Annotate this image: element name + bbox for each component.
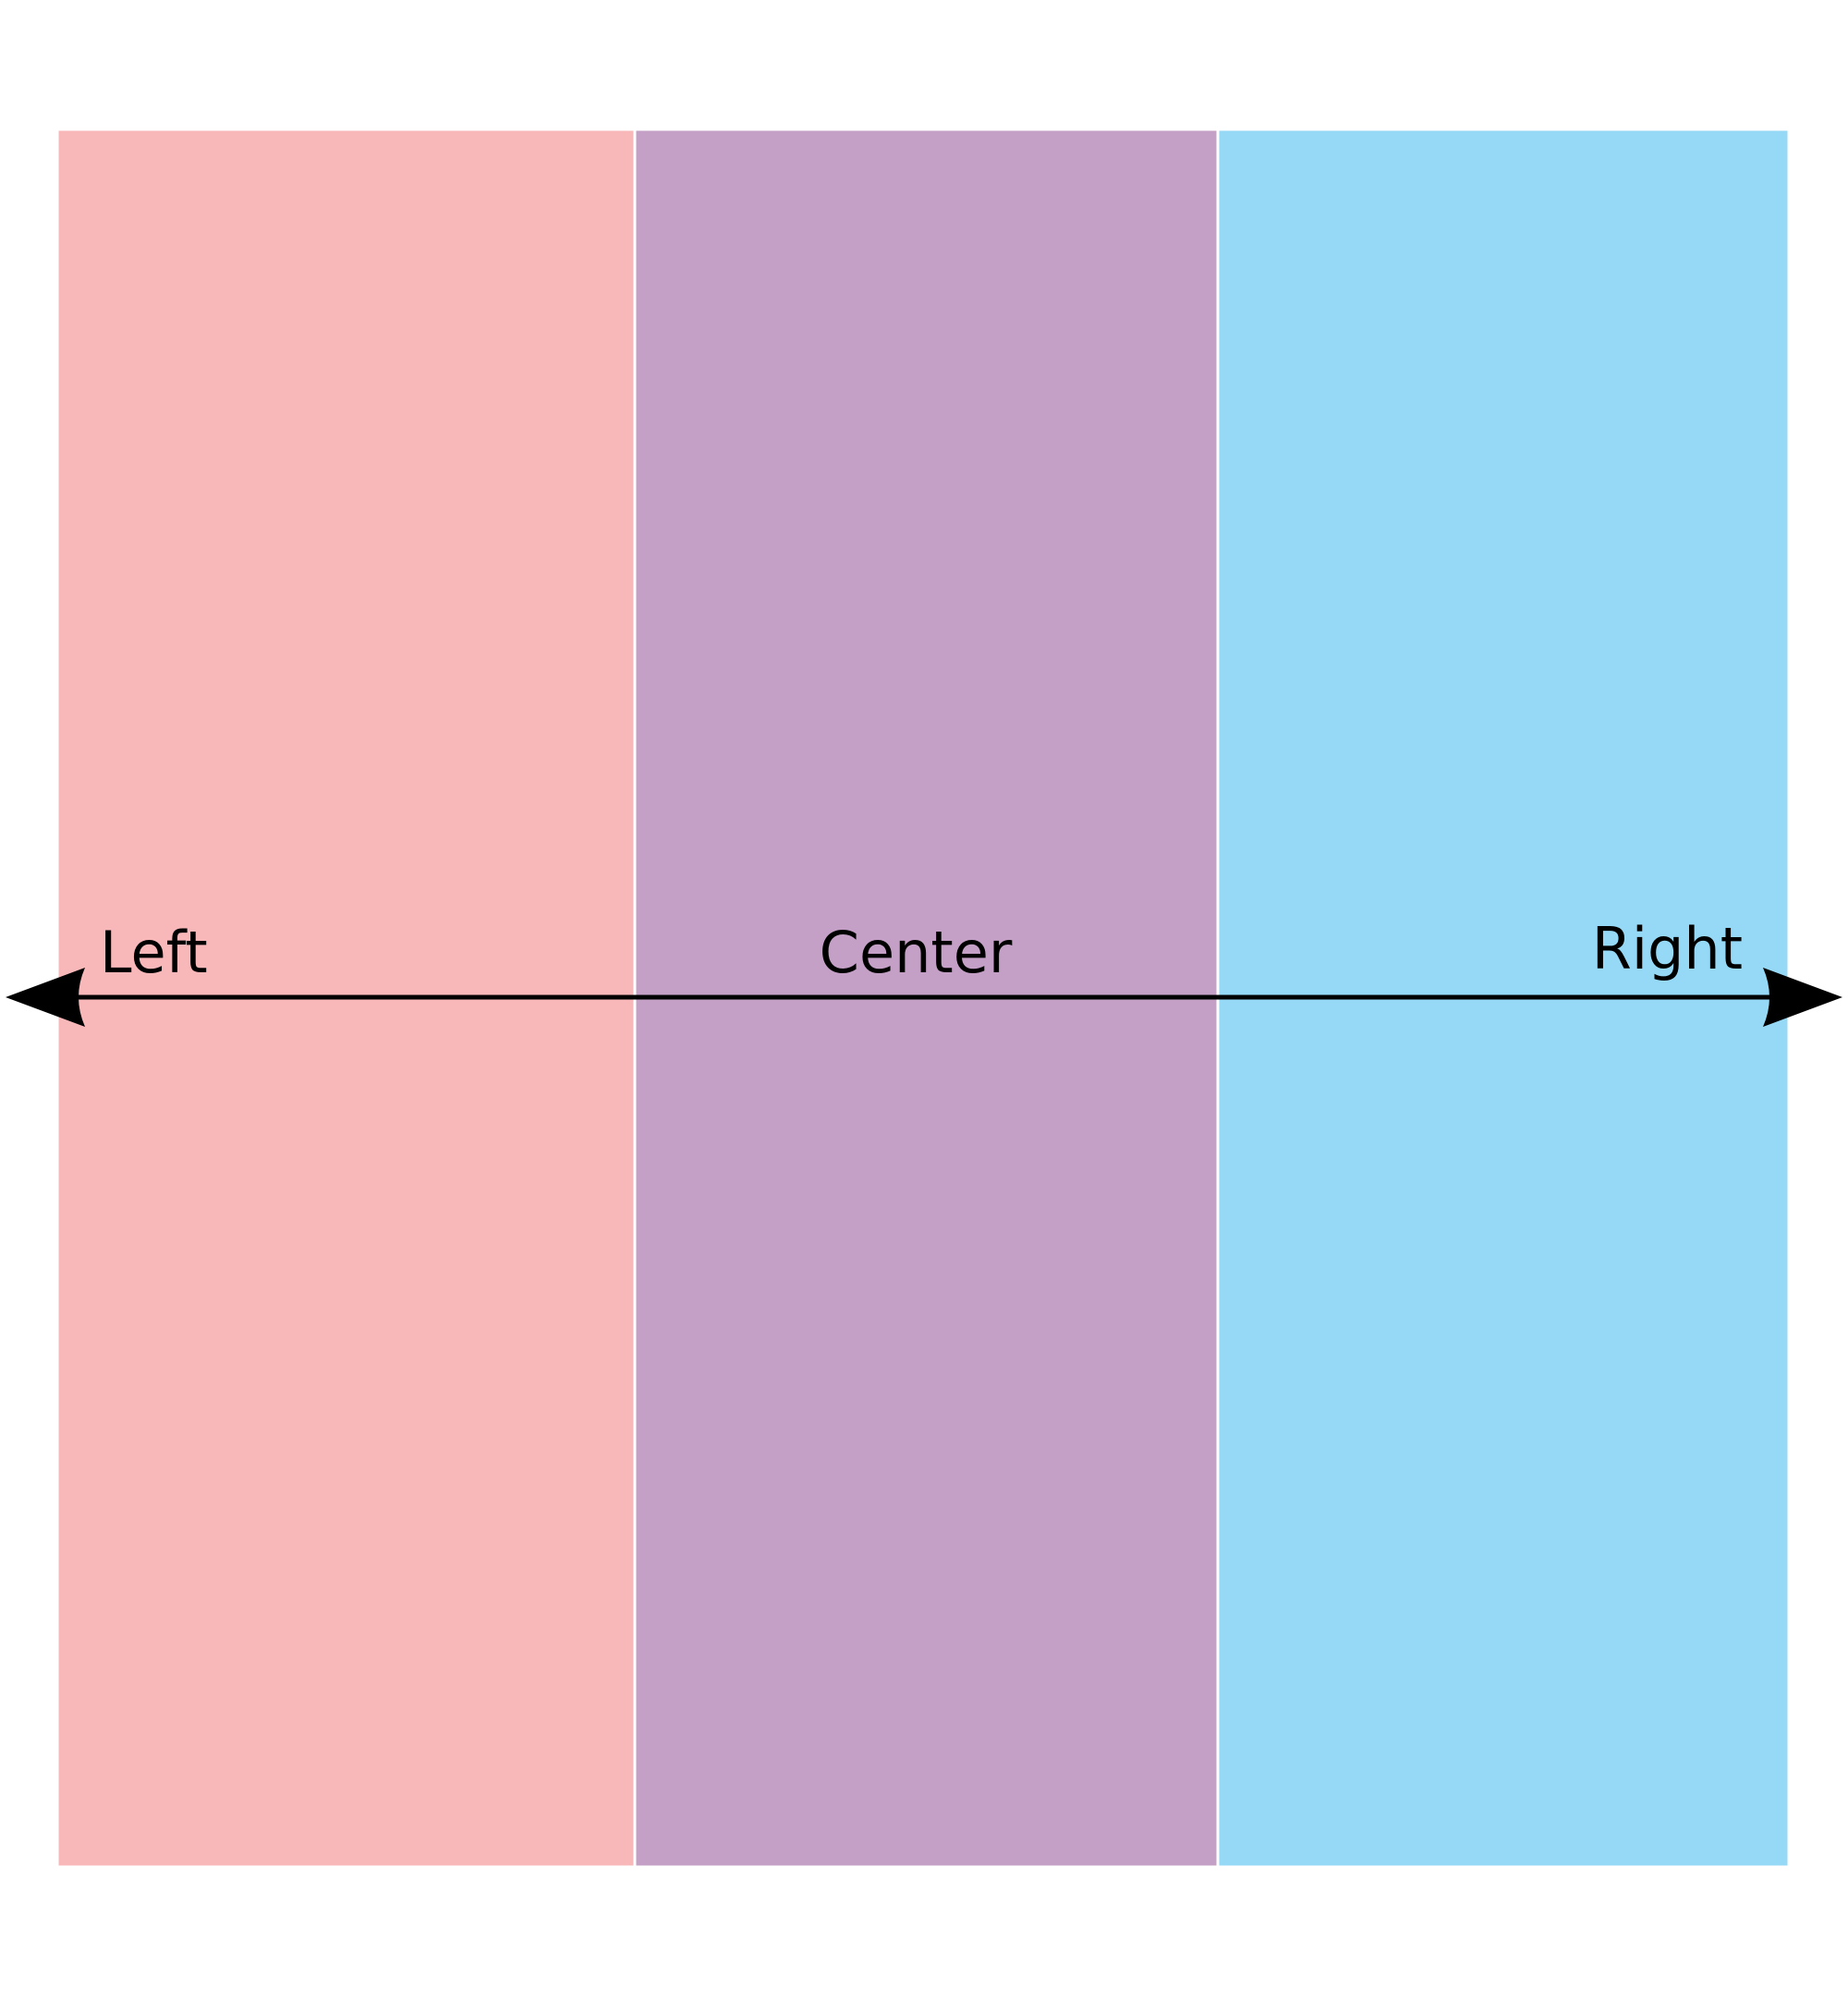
right-arrowhead-icon — [1763, 968, 1842, 1027]
left-arrowhead-icon — [6, 968, 85, 1027]
label-center: Center — [820, 919, 1013, 986]
label-left: Left — [100, 919, 208, 986]
label-right: Right — [1592, 915, 1743, 982]
